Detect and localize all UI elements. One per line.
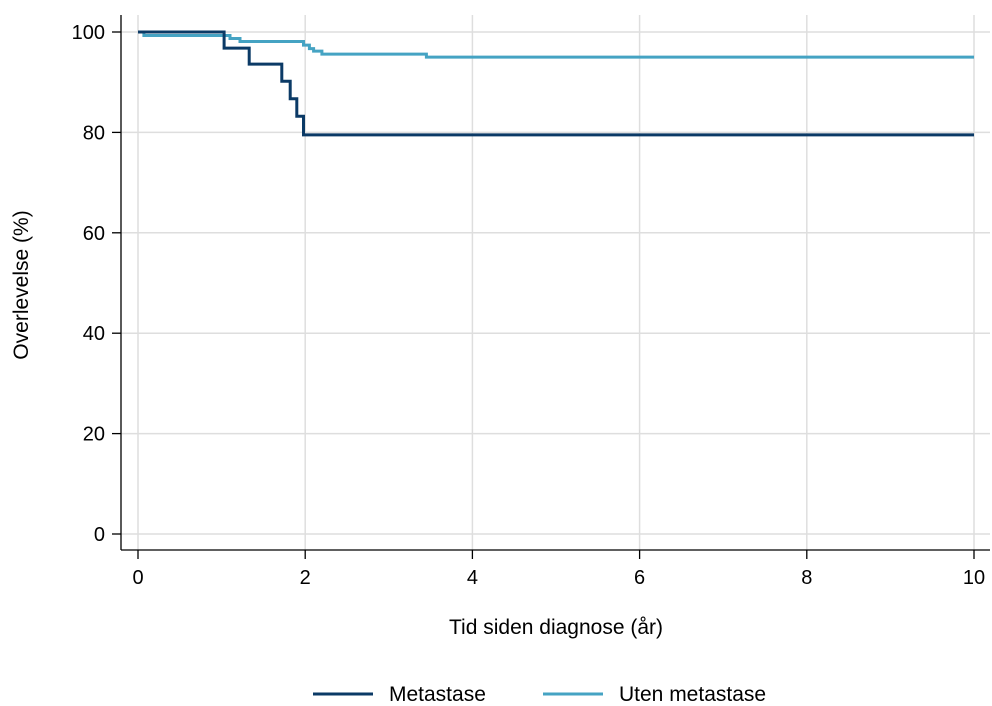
y-tick-label: 0 (94, 524, 105, 546)
x-axis-label: Tid siden diagnose (år) (449, 616, 663, 639)
series-line-metastase (138, 30, 974, 137)
x-tick-label: 0 (132, 567, 143, 589)
series-line-uten-metastase (138, 30, 974, 59)
series-lines (138, 30, 974, 137)
legend-label: Uten metastase (619, 683, 766, 706)
y-tick-label: 40 (83, 323, 105, 345)
y-tick-label: 60 (83, 223, 105, 245)
y-axis-label: Overlevelse (%) (10, 210, 33, 359)
x-tick-label: 2 (300, 567, 311, 589)
x-tick-label: 4 (467, 567, 478, 589)
x-tick-label: 8 (801, 567, 812, 589)
axes (120, 15, 990, 551)
x-ticks: 0 2 4 6 8 10 (132, 550, 985, 589)
y-tick-label: 80 (83, 122, 105, 144)
legend: Metastase Uten metastase (313, 683, 766, 706)
legend-label: Metastase (389, 683, 486, 706)
grid (121, 15, 990, 550)
y-tick-label: 100 (72, 22, 105, 44)
x-tick-label: 6 (634, 567, 645, 589)
y-tick-label: 20 (83, 424, 105, 446)
y-ticks: 0 20 40 60 80 100 (72, 22, 121, 546)
x-tick-label: 10 (963, 567, 985, 589)
